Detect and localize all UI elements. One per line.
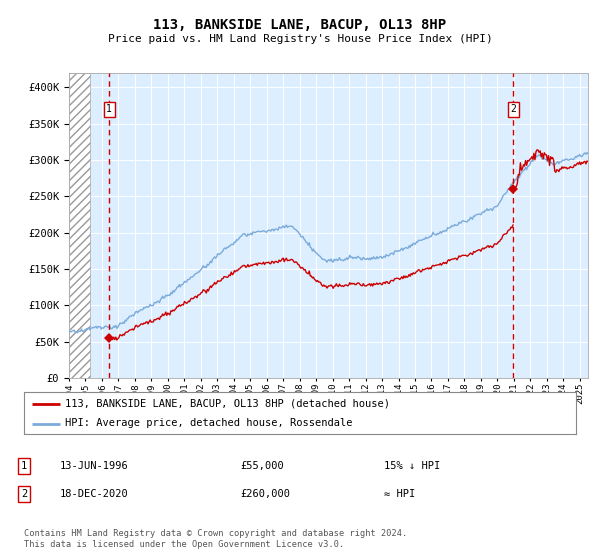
Text: 2: 2: [510, 104, 516, 114]
Text: ≈ HPI: ≈ HPI: [384, 489, 415, 499]
Text: 1: 1: [106, 104, 112, 114]
Text: Contains HM Land Registry data © Crown copyright and database right 2024.
This d: Contains HM Land Registry data © Crown c…: [24, 529, 407, 549]
Text: 113, BANKSIDE LANE, BACUP, OL13 8HP (detached house): 113, BANKSIDE LANE, BACUP, OL13 8HP (det…: [65, 399, 391, 409]
Text: 15% ↓ HPI: 15% ↓ HPI: [384, 461, 440, 471]
Text: Price paid vs. HM Land Registry's House Price Index (HPI): Price paid vs. HM Land Registry's House …: [107, 34, 493, 44]
Text: 18-DEC-2020: 18-DEC-2020: [60, 489, 129, 499]
Text: 2: 2: [21, 489, 27, 499]
Bar: [69, 73, 91, 378]
Text: 113, BANKSIDE LANE, BACUP, OL13 8HP: 113, BANKSIDE LANE, BACUP, OL13 8HP: [154, 18, 446, 32]
Text: 1: 1: [21, 461, 27, 471]
Text: £260,000: £260,000: [240, 489, 290, 499]
Text: HPI: Average price, detached house, Rossendale: HPI: Average price, detached house, Ross…: [65, 418, 353, 428]
Text: 13-JUN-1996: 13-JUN-1996: [60, 461, 129, 471]
Text: £55,000: £55,000: [240, 461, 284, 471]
